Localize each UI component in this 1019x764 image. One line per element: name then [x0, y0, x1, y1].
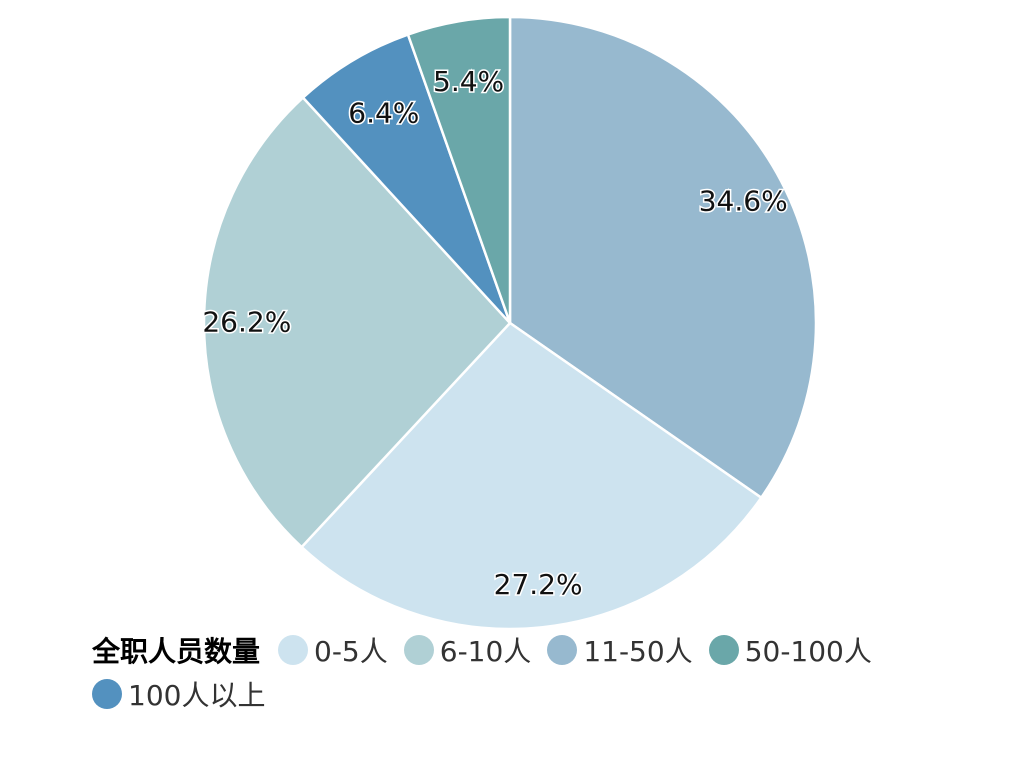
- legend: 全职人员数量 0-5人 6-10人 11-50人 50-100人 100人以上: [92, 628, 992, 716]
- pie-slice: [301, 32, 512, 324]
- slice-data-label: 27.2%: [494, 568, 583, 601]
- legend-item-50-100: 50-100人: [708, 630, 872, 670]
- legend-row-1: 全职人员数量 0-5人 6-10人 11-50人 50-100人: [92, 628, 992, 672]
- legend-item-6-10: 6-10人: [403, 630, 532, 670]
- pie-labels: 34.6% 27.2% 26.2% 6.4% 5.4%: [201, 64, 789, 603]
- legend-label: 11-50人: [583, 635, 693, 668]
- pie-slice: [508, 15, 818, 500]
- legend-label: 50-100人: [744, 635, 872, 668]
- legend-item-0-5: 0-5人: [278, 630, 388, 670]
- legend-row-2: 100人以上: [92, 672, 992, 716]
- legend-item-11-50: 11-50人: [547, 630, 693, 670]
- legend-item-100-plus: 100人以上: [92, 674, 265, 714]
- pie-slices: [202, 15, 818, 631]
- slice-data-label: 34.6%: [699, 185, 788, 218]
- slice-data-label: 5.4%: [433, 65, 504, 98]
- legend-label: 6-10人: [439, 635, 532, 668]
- pie-slice: [299, 321, 763, 631]
- legend-title: 全职人员数量: [92, 635, 261, 668]
- legend-swatch: [403, 635, 434, 665]
- legend-swatch: [708, 635, 739, 665]
- legend-swatch: [92, 679, 122, 709]
- legend-label: 0-5人: [314, 635, 388, 668]
- pie-slice: [202, 95, 512, 549]
- legend-swatch: [278, 635, 309, 665]
- legend-label: 100人以上: [128, 679, 266, 712]
- pie-slice: [406, 15, 512, 324]
- slice-data-label: 26.2%: [202, 306, 291, 339]
- slice-data-label: 6.4%: [348, 97, 419, 130]
- legend-swatch: [547, 635, 578, 665]
